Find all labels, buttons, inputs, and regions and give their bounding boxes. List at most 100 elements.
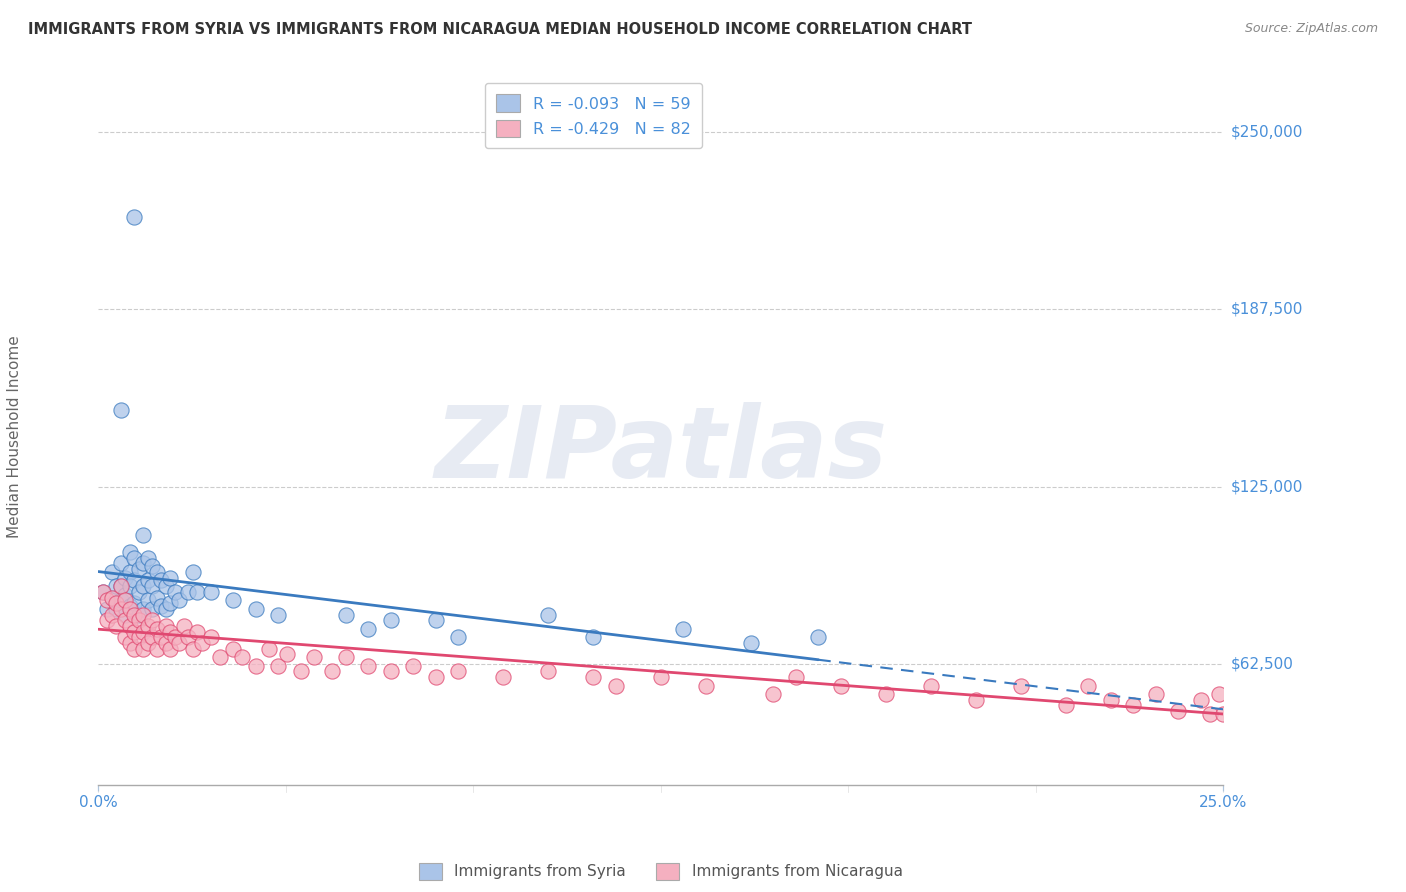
Point — [124, 596, 146, 610]
Point — [357, 658, 380, 673]
Point — [695, 679, 717, 693]
Point — [276, 648, 298, 662]
Point — [101, 591, 124, 605]
Point — [150, 574, 173, 588]
Point — [1077, 679, 1099, 693]
Point — [124, 641, 146, 656]
Point — [96, 602, 118, 616]
Point — [181, 565, 204, 579]
Point — [920, 679, 942, 693]
Point — [118, 579, 141, 593]
Text: $62,500: $62,500 — [1230, 657, 1294, 672]
Point — [222, 593, 245, 607]
Point — [1099, 692, 1122, 706]
Point — [132, 607, 155, 622]
Point — [150, 630, 173, 644]
Point — [267, 607, 290, 622]
Point — [163, 630, 186, 644]
Point — [128, 630, 150, 644]
Point — [141, 559, 163, 574]
Point — [128, 585, 150, 599]
Point — [110, 557, 132, 571]
Point — [335, 650, 357, 665]
Text: ZIPatlas: ZIPatlas — [434, 402, 887, 500]
Point — [1010, 679, 1032, 693]
Point — [128, 613, 150, 627]
Point — [124, 550, 146, 565]
Point — [807, 630, 830, 644]
Point — [105, 579, 128, 593]
Point — [124, 574, 146, 588]
Point — [159, 641, 181, 656]
Point — [169, 593, 191, 607]
Point — [267, 658, 290, 673]
Point — [118, 565, 141, 579]
Point — [146, 622, 169, 636]
Point — [245, 602, 267, 616]
Point — [128, 607, 150, 622]
Point — [672, 622, 695, 636]
Point — [290, 665, 312, 679]
Point — [136, 574, 159, 588]
Point — [762, 687, 785, 701]
Point — [169, 636, 191, 650]
Point — [114, 613, 136, 627]
Point — [208, 650, 231, 665]
Text: Source: ZipAtlas.com: Source: ZipAtlas.com — [1244, 22, 1378, 36]
Point — [105, 596, 128, 610]
Point — [1212, 706, 1234, 721]
Point — [177, 585, 200, 599]
Point — [91, 585, 114, 599]
Point — [222, 641, 245, 656]
Point — [380, 613, 402, 627]
Point — [173, 619, 195, 633]
Point — [110, 403, 132, 417]
Point — [186, 624, 208, 639]
Point — [537, 607, 560, 622]
Point — [132, 624, 155, 639]
Point — [186, 585, 208, 599]
Point — [1208, 687, 1230, 701]
Point — [200, 585, 222, 599]
Point — [740, 636, 762, 650]
Point — [785, 670, 807, 684]
Point — [124, 607, 146, 622]
Text: Median Household Income: Median Household Income — [7, 335, 21, 539]
Point — [110, 579, 132, 593]
Point — [146, 641, 169, 656]
Point — [114, 607, 136, 622]
Point — [605, 679, 627, 693]
Point — [110, 579, 132, 593]
Text: $250,000: $250,000 — [1230, 124, 1302, 139]
Point — [447, 665, 470, 679]
Point — [141, 579, 163, 593]
Point — [830, 679, 852, 693]
Point — [110, 593, 132, 607]
Point — [136, 593, 159, 607]
Point — [1122, 698, 1144, 713]
Point — [357, 622, 380, 636]
Point — [124, 624, 146, 639]
Point — [101, 591, 124, 605]
Point — [177, 630, 200, 644]
Point — [492, 670, 515, 684]
Point — [425, 613, 447, 627]
Point — [155, 636, 177, 650]
Point — [155, 579, 177, 593]
Point — [259, 641, 281, 656]
Point — [132, 528, 155, 542]
Point — [1144, 687, 1167, 701]
Point — [380, 665, 402, 679]
Point — [155, 602, 177, 616]
Point — [118, 619, 141, 633]
Text: $187,500: $187,500 — [1230, 301, 1302, 317]
Legend: Immigrants from Syria, Immigrants from Nicaragua: Immigrants from Syria, Immigrants from N… — [412, 855, 910, 888]
Point — [191, 636, 214, 650]
Point — [447, 630, 470, 644]
Point — [155, 619, 177, 633]
Point — [141, 630, 163, 644]
Point — [582, 670, 605, 684]
Point — [537, 665, 560, 679]
Point — [132, 641, 155, 656]
Point — [136, 550, 159, 565]
